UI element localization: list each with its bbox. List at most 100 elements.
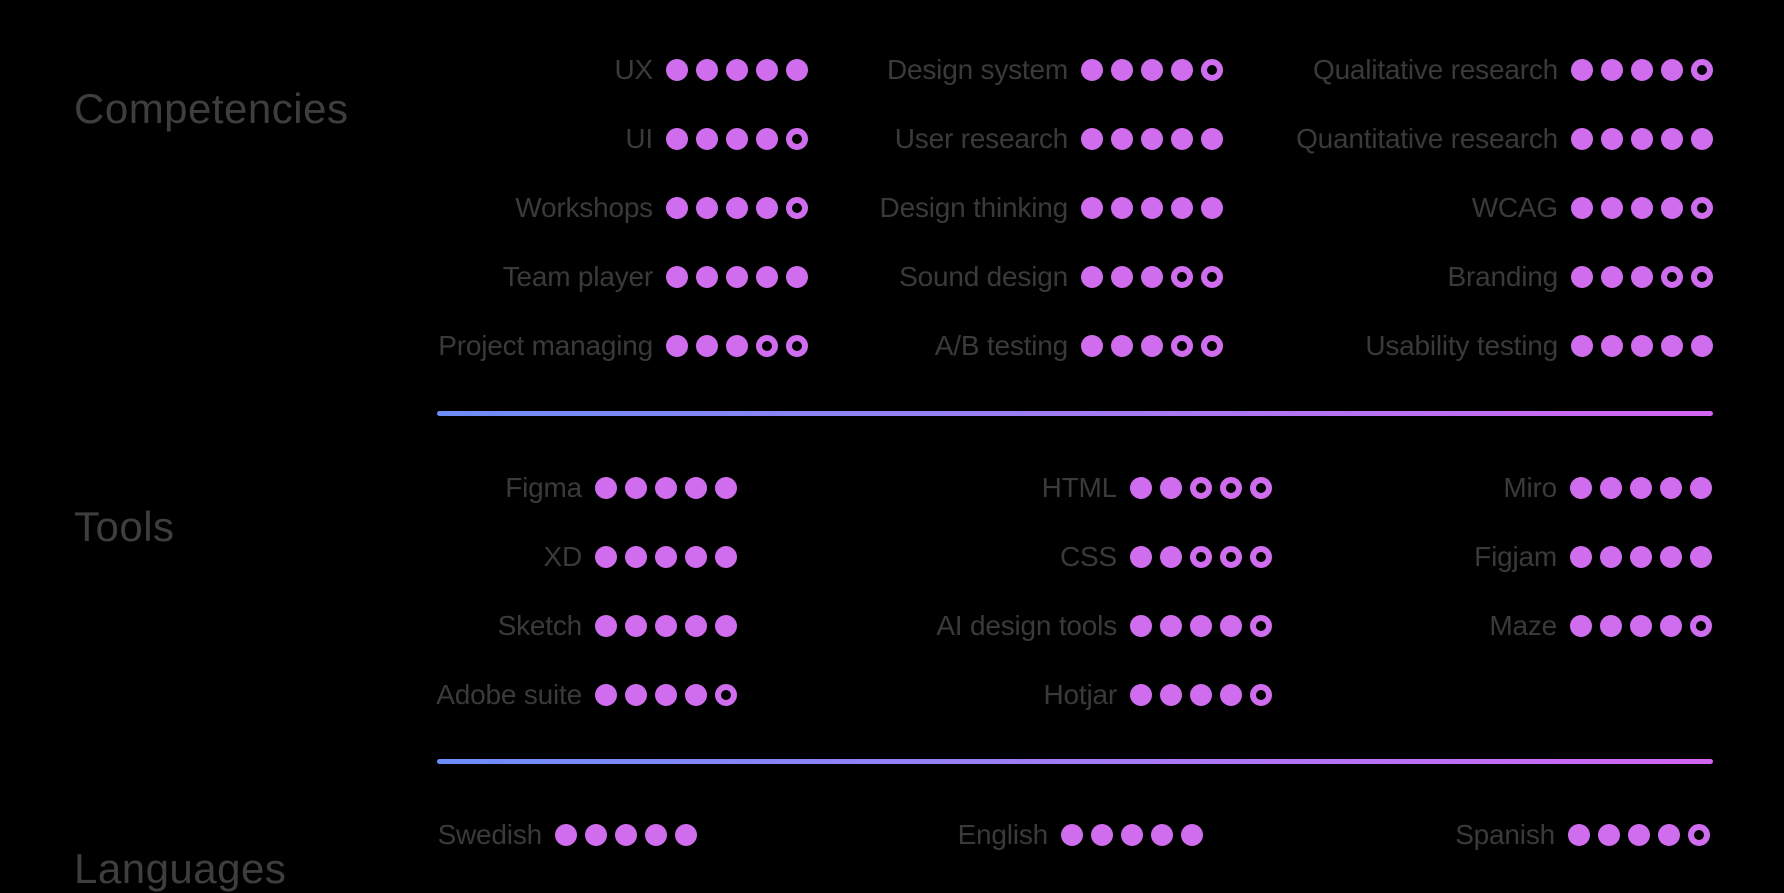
- rating-dot: [1201, 196, 1223, 219]
- competencies-skills-grid: UX UI Workshops Team player Project mana…: [384, 35, 1713, 380]
- rating-dot: [1121, 823, 1143, 846]
- rating-dot: [1601, 196, 1623, 219]
- rating-dot: [685, 545, 707, 568]
- skill-row: Sound design: [808, 242, 1223, 311]
- skill-row: Project managing: [384, 311, 808, 380]
- rating-dot: [1570, 614, 1592, 637]
- rating-dot: [666, 334, 688, 357]
- skill-label: Workshops: [515, 191, 653, 223]
- rating-dot: [1091, 823, 1113, 846]
- rating-dot: [1691, 196, 1713, 219]
- rating-dot: [1220, 476, 1242, 499]
- rating-dot: [726, 265, 748, 288]
- competencies-section-title: Competencies: [74, 84, 349, 132]
- skill-row: Design system: [808, 35, 1223, 104]
- skill-row: Qualitative research: [1223, 35, 1713, 104]
- rating-dot: [1190, 614, 1212, 637]
- rating-dot: [726, 127, 748, 150]
- rating-dot: [1658, 823, 1680, 846]
- rating-dot: [645, 823, 667, 846]
- rating-dot: [1160, 614, 1182, 637]
- rating-dot: [1630, 614, 1652, 637]
- skill-row: Team player: [384, 242, 808, 311]
- rating-dot: [1171, 265, 1193, 288]
- rating-dot: [1690, 614, 1712, 637]
- rating-dot: [555, 823, 577, 846]
- rating-dot: [655, 476, 677, 499]
- skill-rating-dots: [1081, 265, 1223, 288]
- skill-row: Workshops: [384, 173, 808, 242]
- skill-rating-dots: [1571, 58, 1713, 81]
- rating-dot: [1250, 476, 1272, 499]
- rating-dot: [756, 127, 778, 150]
- rating-dot: [1691, 334, 1713, 357]
- skill-row: Sketch: [384, 591, 737, 660]
- rating-dot: [1141, 127, 1163, 150]
- rating-dot: [1631, 334, 1653, 357]
- rating-dot: [595, 683, 617, 706]
- rating-dot: [1220, 683, 1242, 706]
- rating-dot: [726, 58, 748, 81]
- rating-dot: [625, 545, 647, 568]
- skill-rating-dots: [1571, 127, 1713, 150]
- skill-row: AI design tools: [737, 591, 1272, 660]
- rating-dot: [756, 58, 778, 81]
- rating-dot: [1111, 58, 1133, 81]
- rating-dot: [1631, 196, 1653, 219]
- rating-dot: [1660, 476, 1682, 499]
- rating-dot: [1160, 545, 1182, 568]
- rating-dot: [1190, 683, 1212, 706]
- skill-row: Swedish: [384, 800, 697, 869]
- tools-skills-grid: Figma XD Sketch Adobe suite HTML CSS AI …: [384, 453, 1712, 729]
- rating-dot: [1220, 545, 1242, 568]
- rating-dot: [1201, 127, 1223, 150]
- rating-dot: [1111, 196, 1133, 219]
- skill-row: Adobe suite: [384, 660, 737, 729]
- skill-row: Figma: [384, 453, 737, 522]
- skill-label: WCAG: [1471, 191, 1559, 223]
- rating-dot: [1130, 614, 1152, 637]
- skill-row: HTML: [737, 453, 1272, 522]
- skill-row: WCAG: [1223, 173, 1713, 242]
- rating-dot: [1111, 127, 1133, 150]
- skill-rating-dots: [1081, 334, 1223, 357]
- rating-dot: [1081, 58, 1103, 81]
- skill-rating-dots: [1081, 127, 1223, 150]
- rating-dot: [1171, 334, 1193, 357]
- rating-dot: [1081, 127, 1103, 150]
- rating-dot: [756, 265, 778, 288]
- skill-rating-dots: [666, 334, 808, 357]
- rating-dot: [696, 127, 718, 150]
- skill-rating-dots: [1061, 823, 1203, 846]
- skill-label: UX: [614, 53, 654, 85]
- rating-dot: [685, 614, 707, 637]
- skill-rating-dots: [555, 823, 697, 846]
- rating-dot: [1171, 196, 1193, 219]
- rating-dot: [1130, 545, 1152, 568]
- skill-label: CSS: [1060, 540, 1117, 572]
- skill-row: A/B testing: [808, 311, 1223, 380]
- skill-label: Usability testing: [1365, 329, 1558, 361]
- rating-dot: [666, 196, 688, 219]
- section-divider: [437, 411, 1713, 416]
- skill-row: Branding: [1223, 242, 1713, 311]
- rating-dot: [715, 476, 737, 499]
- rating-dot: [1691, 265, 1713, 288]
- rating-dot: [1130, 476, 1152, 499]
- rating-dot: [1190, 476, 1212, 499]
- rating-dot: [1141, 334, 1163, 357]
- skill-rating-dots: [1081, 196, 1223, 219]
- rating-dot: [726, 196, 748, 219]
- skill-label: Spanish: [1455, 818, 1555, 850]
- skill-rating-dots: [666, 196, 808, 219]
- rating-dot: [1250, 683, 1272, 706]
- rating-dot: [1160, 476, 1182, 499]
- skill-rating-dots: [1568, 823, 1710, 846]
- rating-dot: [595, 614, 617, 637]
- skill-rating-dots: [1571, 265, 1713, 288]
- skill-row: Usability testing: [1223, 311, 1713, 380]
- skill-label: Branding: [1447, 260, 1559, 292]
- rating-dot: [696, 265, 718, 288]
- rating-dot: [1151, 823, 1173, 846]
- rating-dot: [786, 58, 808, 81]
